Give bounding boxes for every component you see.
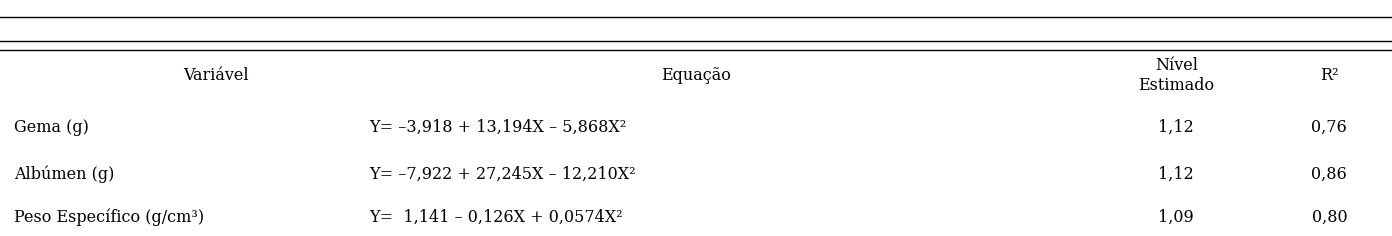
Text: 1,09: 1,09 <box>1158 209 1194 226</box>
Text: Nível
Estimado: Nível Estimado <box>1139 57 1214 94</box>
Text: R²: R² <box>1320 67 1339 84</box>
Text: 0,80: 0,80 <box>1311 209 1347 226</box>
Text: Peso Específico (g/cm³): Peso Específico (g/cm³) <box>14 208 205 226</box>
Text: 0,86: 0,86 <box>1311 166 1347 183</box>
Text: Gema (g): Gema (g) <box>14 119 89 136</box>
Text: 1,12: 1,12 <box>1158 119 1194 136</box>
Text: 0,76: 0,76 <box>1311 119 1347 136</box>
Text: Equação: Equação <box>661 67 731 84</box>
Text: Y= –7,922 + 27,245X – 12,210X²: Y= –7,922 + 27,245X – 12,210X² <box>369 166 636 183</box>
Text: Variável: Variável <box>182 67 249 84</box>
Text: Y= –3,918 + 13,194X – 5,868X²: Y= –3,918 + 13,194X – 5,868X² <box>369 119 626 136</box>
Text: Albúmen (g): Albúmen (g) <box>14 166 114 183</box>
Text: Y=  1,141 – 0,126X + 0,0574X²: Y= 1,141 – 0,126X + 0,0574X² <box>369 209 622 226</box>
Text: 1,12: 1,12 <box>1158 166 1194 183</box>
